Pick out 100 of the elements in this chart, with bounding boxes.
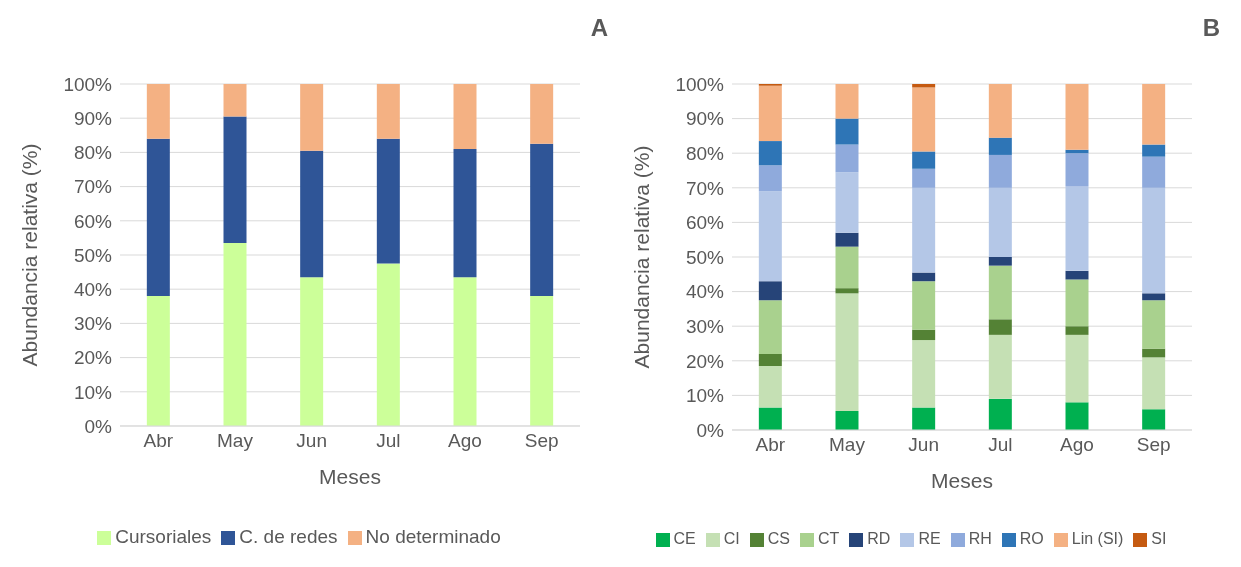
y-axis-title: Abundancia relativa (%) (18, 143, 42, 367)
bar (988, 319, 1012, 335)
bar (1065, 186, 1089, 271)
bar (376, 263, 400, 426)
bar (1065, 334, 1089, 403)
bar (912, 151, 936, 169)
y-tick-label: 70% (73, 176, 113, 198)
bar (835, 288, 859, 294)
bar (758, 353, 782, 366)
x-tick-label: Sep (1136, 434, 1171, 456)
bar (758, 85, 782, 142)
bar (835, 232, 859, 247)
bar (530, 296, 554, 426)
bar (912, 87, 936, 152)
bar (758, 300, 782, 354)
bar (1065, 279, 1089, 327)
x-tick-label: Jul (988, 434, 1013, 456)
bar (912, 407, 936, 430)
legend-label: Lin (SI) (1071, 530, 1124, 547)
legend-label: CS (767, 530, 790, 547)
bar (988, 154, 1012, 188)
y-tick-label: 0% (84, 415, 113, 437)
bar (1142, 348, 1166, 358)
chart-title: B (1201, 14, 1220, 42)
y-tick-label: 50% (73, 244, 113, 266)
bar (453, 277, 477, 426)
bar (835, 144, 859, 173)
bar (988, 137, 1012, 155)
bar (223, 84, 247, 117)
bar (835, 410, 859, 430)
bar (835, 118, 859, 145)
x-tick-label: Ago (448, 430, 482, 452)
bar (1142, 357, 1166, 410)
chart-title: A (589, 14, 608, 42)
y-tick-label: 10% (73, 381, 113, 403)
bar (1065, 153, 1089, 187)
y-tick-label: 30% (73, 313, 113, 335)
bar (376, 84, 400, 139)
bar (758, 281, 782, 301)
bar (835, 246, 859, 289)
bar (988, 84, 1012, 138)
bar (300, 277, 324, 426)
bar (758, 365, 782, 408)
legend-label: RE (918, 530, 941, 547)
y-tick-label: 90% (73, 107, 113, 129)
legend-label: SI (1151, 530, 1167, 547)
bar (758, 165, 782, 192)
y-tick-label: 80% (685, 142, 725, 164)
bar (1142, 156, 1166, 188)
bar (146, 84, 170, 139)
y-tick-label: 60% (73, 210, 113, 232)
y-tick-label: 20% (685, 350, 725, 372)
bar (1142, 300, 1166, 349)
bar (453, 84, 477, 149)
y-tick-label: 20% (73, 347, 113, 369)
bar (835, 84, 859, 119)
y-tick-label: 60% (685, 212, 725, 234)
legend-label: C. de redes (239, 526, 338, 547)
bar (912, 340, 936, 408)
bar (223, 116, 247, 244)
x-axis-title: Meses (931, 469, 993, 492)
y-tick-label: 100% (63, 73, 113, 95)
y-tick-label: 10% (685, 385, 725, 407)
x-tick-label: May (829, 434, 866, 456)
y-tick-label: 80% (73, 142, 113, 164)
bar (912, 272, 936, 282)
x-tick-label: Jul (376, 430, 401, 452)
bar (912, 281, 936, 330)
bar (376, 138, 400, 264)
y-tick-label: 100% (675, 73, 725, 95)
x-tick-label: Jun (296, 430, 327, 452)
legend-label: RO (1019, 530, 1044, 547)
y-tick-label: 30% (685, 315, 725, 337)
x-axis-title: Meses (319, 465, 381, 488)
bar (988, 265, 1012, 320)
x-tick-label: Abr (143, 430, 174, 452)
bar (1142, 144, 1166, 157)
x-tick-label: Ago (1060, 434, 1094, 456)
y-tick-label: 40% (685, 281, 725, 303)
bar (758, 407, 782, 430)
bar (1142, 84, 1166, 145)
bar (988, 398, 1012, 430)
y-tick-label: 50% (685, 246, 725, 268)
legend-label: RH (968, 530, 992, 547)
bar (835, 172, 859, 233)
bar (146, 296, 170, 426)
x-tick-label: Sep (524, 430, 559, 452)
bar (1065, 402, 1089, 430)
x-tick-label: May (217, 430, 254, 452)
legend-label: CT (817, 530, 840, 547)
bar (988, 334, 1012, 399)
bar (1065, 326, 1089, 335)
bar (453, 148, 477, 278)
x-tick-label: Jun (908, 434, 939, 456)
bar (758, 191, 782, 282)
bar (1142, 187, 1166, 294)
bar (835, 293, 859, 411)
bar (758, 141, 782, 166)
legend-label: CI (723, 530, 740, 547)
y-tick-label: 0% (696, 419, 725, 441)
